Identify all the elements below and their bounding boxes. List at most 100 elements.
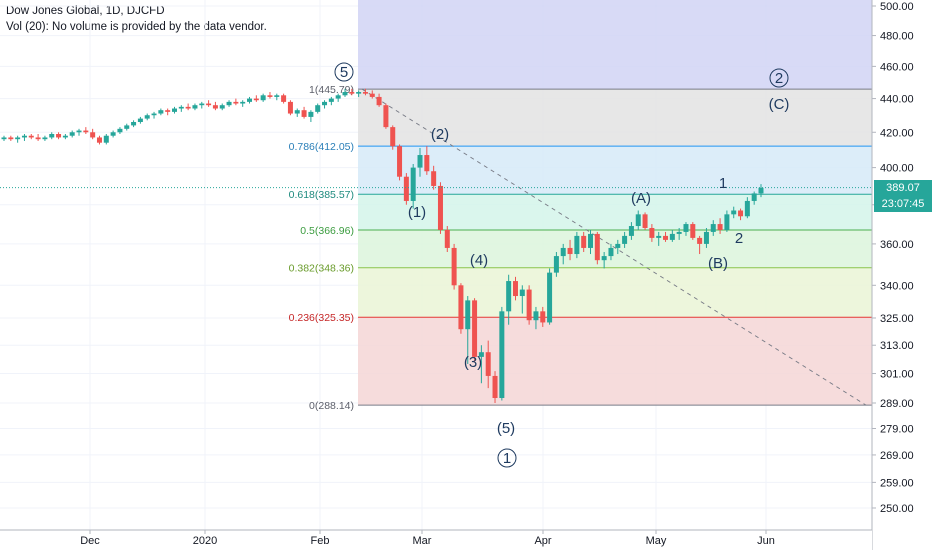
candle [451, 243, 457, 290]
candle-body [171, 108, 177, 112]
wave-label: 5 [340, 64, 348, 81]
candle [1, 135, 7, 141]
candle-body [21, 135, 27, 138]
candle-body [49, 133, 55, 138]
candle [76, 128, 82, 136]
candle [206, 100, 212, 107]
wave-label: (3) [464, 354, 482, 371]
candle [478, 345, 484, 384]
candle-body [622, 235, 628, 244]
fib-level-label: 0.5(366.96) [300, 225, 354, 237]
candle [124, 123, 130, 131]
wave-label: (A) [631, 190, 651, 207]
candle-body [62, 135, 68, 138]
wave-label: (1) [408, 204, 426, 221]
price-axis-label: 313.00 [880, 340, 914, 352]
candle-body [328, 98, 334, 102]
wave-circle [769, 68, 789, 88]
price-axis [872, 0, 932, 550]
candle [547, 268, 553, 325]
candle [628, 222, 634, 240]
candle [560, 243, 566, 265]
candle-body [690, 224, 696, 238]
countdown-badge: 23:07:45 [874, 195, 932, 212]
price-axis-label: 325.00 [880, 313, 914, 325]
candle-body [594, 233, 600, 261]
candle [492, 371, 498, 403]
candle-body [124, 125, 130, 129]
wave-label: 2 [735, 230, 743, 247]
candle [506, 274, 512, 325]
candle [472, 298, 478, 362]
candle-body [131, 121, 137, 126]
candle-body [663, 235, 669, 240]
candle-body [431, 171, 437, 186]
candle [62, 133, 68, 140]
candle [192, 103, 198, 111]
candle [315, 103, 321, 114]
candle [233, 98, 239, 106]
price-axis-label: 420.00 [880, 127, 914, 139]
candle-body [383, 105, 389, 128]
candle-body [274, 95, 280, 97]
time-axis-label: Mar [413, 535, 432, 547]
candle-body [417, 155, 423, 168]
candle [751, 191, 757, 205]
candle [247, 96, 253, 104]
candle [390, 125, 396, 150]
candle-body [15, 137, 21, 140]
candle [8, 135, 14, 141]
candle [458, 283, 464, 334]
candle-body [512, 281, 518, 297]
candle [588, 229, 594, 255]
candle-body [588, 233, 594, 248]
candle [199, 101, 205, 109]
chart-title: Dow Jones Global, 1D, DJCFD [6, 5, 165, 17]
candle-body [165, 110, 171, 112]
candle-body [574, 235, 580, 255]
candle-body [8, 137, 14, 140]
candle [219, 103, 225, 111]
fib-level-label: 0.786(412.05) [289, 141, 354, 153]
candle-body [287, 101, 293, 114]
candle [171, 106, 177, 114]
wave-label: (C) [769, 96, 790, 113]
candle-body [69, 132, 75, 136]
candle [758, 184, 764, 198]
candle-body [206, 103, 212, 106]
candle [96, 135, 102, 145]
candle [212, 101, 218, 111]
candle-body [724, 214, 730, 230]
candle-body [28, 135, 34, 138]
price-axis-label: 440.00 [880, 94, 914, 106]
candle-body [519, 289, 525, 297]
fib-zone [358, 317, 872, 406]
candle-body [240, 101, 246, 104]
candle-body [117, 128, 123, 133]
candle [137, 116, 143, 124]
price-axis-label: 460.00 [880, 61, 914, 73]
candle-body [76, 130, 82, 133]
candle [690, 222, 696, 240]
candle [110, 130, 116, 138]
candle-body [226, 101, 232, 106]
candle [397, 144, 403, 181]
time-axis-label: Feb [311, 535, 330, 547]
candle-body [703, 231, 709, 244]
candle-body [369, 93, 375, 97]
price-axis-label: 301.00 [880, 369, 914, 381]
candle [703, 227, 709, 248]
candle [656, 231, 662, 246]
candle-body [437, 185, 443, 230]
candle [512, 276, 518, 301]
candle-body [751, 193, 757, 201]
candle-body [717, 224, 723, 230]
wave-circle [334, 62, 354, 82]
candle [151, 111, 157, 119]
candle [83, 127, 89, 134]
candle-body [233, 101, 239, 104]
candle-body [731, 210, 737, 215]
candle-body [103, 135, 109, 143]
candle [615, 239, 621, 255]
